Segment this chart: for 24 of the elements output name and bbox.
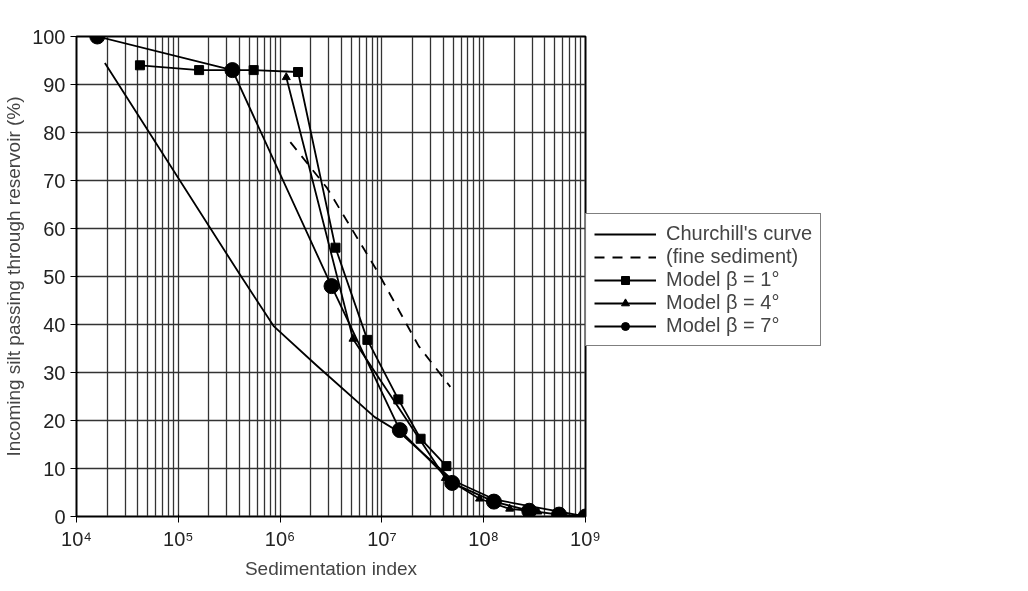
- x-tick-label: 10⁵: [163, 527, 194, 550]
- y-tick-label: 90: [43, 73, 66, 96]
- y-tick-label: 0: [54, 505, 66, 528]
- x-tick-label: 10⁸: [468, 527, 500, 550]
- x-axis-title: Sedimentation index: [244, 557, 418, 579]
- legend-label: Model β = 4°: [666, 291, 780, 314]
- x-tick-label: 10⁹: [570, 527, 601, 550]
- legend-label: Model β = 7°: [666, 314, 780, 337]
- y-tick-label: 100: [32, 25, 66, 48]
- x-tick-label: 10⁶: [264, 527, 296, 550]
- y-tick-label: 10: [43, 457, 66, 480]
- y-tick-label: 80: [43, 121, 66, 144]
- y-tick-label: 70: [43, 169, 66, 192]
- y-tick-label: 60: [43, 217, 66, 240]
- y-tick-label: 20: [43, 409, 66, 432]
- x-tick-label: 10⁴: [61, 527, 92, 550]
- y-tick-label: 50: [43, 265, 66, 288]
- y-tick-label: 30: [43, 361, 66, 384]
- legend-label: (fine sediment): [666, 245, 799, 268]
- y-axis-title: Incoming silt passing through reservoir (%): [3, 96, 25, 457]
- legend-label: Model β = 1°: [666, 268, 780, 291]
- x-tick-label: 10⁷: [367, 527, 397, 550]
- legend-label: Churchill's curve: [666, 222, 813, 245]
- y-tick-label: 40: [43, 313, 66, 336]
